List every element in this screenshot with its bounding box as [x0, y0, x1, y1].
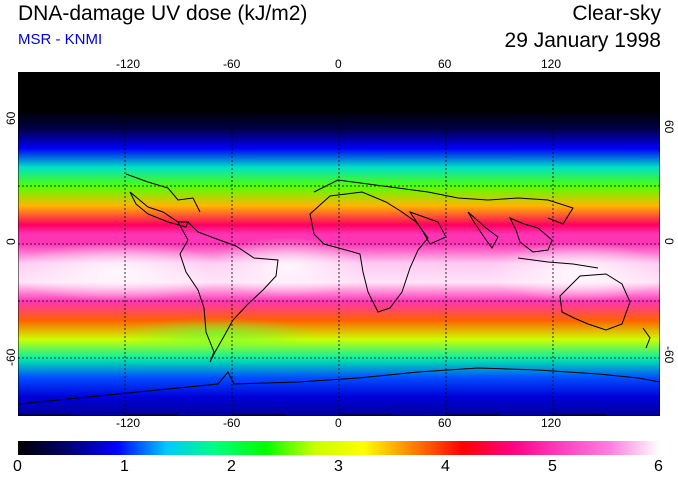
colorbar-label: 5 — [548, 458, 557, 475]
lon-tick-top: -60 — [223, 57, 241, 71]
lon-tick-bottom: 60 — [438, 416, 452, 430]
lon-tick-bottom: 0 — [335, 416, 342, 430]
australia-outline — [559, 273, 631, 331]
dose-hotspot-pacific — [18, 242, 228, 302]
dose-band-south — [118, 318, 318, 350]
lon-tick-top: 120 — [541, 57, 562, 71]
colorbar-label: 4 — [441, 458, 450, 475]
lon-tick-top: 60 — [438, 57, 452, 71]
lat-tick-left: 60 — [4, 111, 18, 125]
colorbar-label: 2 — [227, 458, 236, 475]
south-america-outline — [177, 221, 279, 363]
source-label: MSR - KNMI — [18, 31, 103, 48]
uv-dose-map — [18, 72, 660, 416]
coastlines — [18, 173, 660, 405]
central-america-outline — [129, 191, 189, 228]
lon-tick-bottom: 120 — [541, 416, 562, 430]
colorbar-label: 3 — [334, 458, 343, 475]
lat-tick-right: 60 — [662, 120, 676, 134]
dose-hotspot-indian — [488, 242, 660, 302]
southeast-asia-outline — [508, 217, 553, 253]
map-title: DNA-damage UV dose (kJ/m2) — [18, 2, 308, 25]
dose-hotspot-atlantic — [208, 237, 368, 297]
colorbar-label: 0 — [13, 458, 22, 475]
sky-condition-label: Clear-sky — [572, 2, 661, 25]
arabia-outline — [408, 211, 447, 245]
colorbar-label: 6 — [654, 458, 663, 475]
colorbar — [18, 441, 660, 455]
colorbar-label: 1 — [120, 458, 129, 475]
lon-tick-bottom: -120 — [116, 416, 141, 430]
graticule — [18, 72, 660, 416]
date-label: 29 January 1998 — [504, 29, 661, 52]
lat-tick-right: 0 — [662, 238, 676, 245]
new-zealand-outline — [642, 327, 651, 349]
lon-tick-bottom: -60 — [223, 416, 241, 430]
africa-outline — [309, 191, 429, 313]
lon-tick-top: 0 — [335, 57, 342, 71]
lat-tick-left: 0 — [4, 238, 18, 245]
north-america-outline — [125, 173, 201, 213]
antarctica-outline — [18, 367, 660, 405]
indonesia-outline — [517, 257, 599, 269]
colorbar-fill — [18, 441, 660, 455]
lon-tick-top: -120 — [116, 57, 141, 71]
lat-tick-right: -60 — [662, 346, 676, 364]
india-outline — [467, 211, 499, 249]
lat-tick-left: -60 — [4, 348, 18, 366]
europe-asia-outline — [313, 179, 574, 225]
